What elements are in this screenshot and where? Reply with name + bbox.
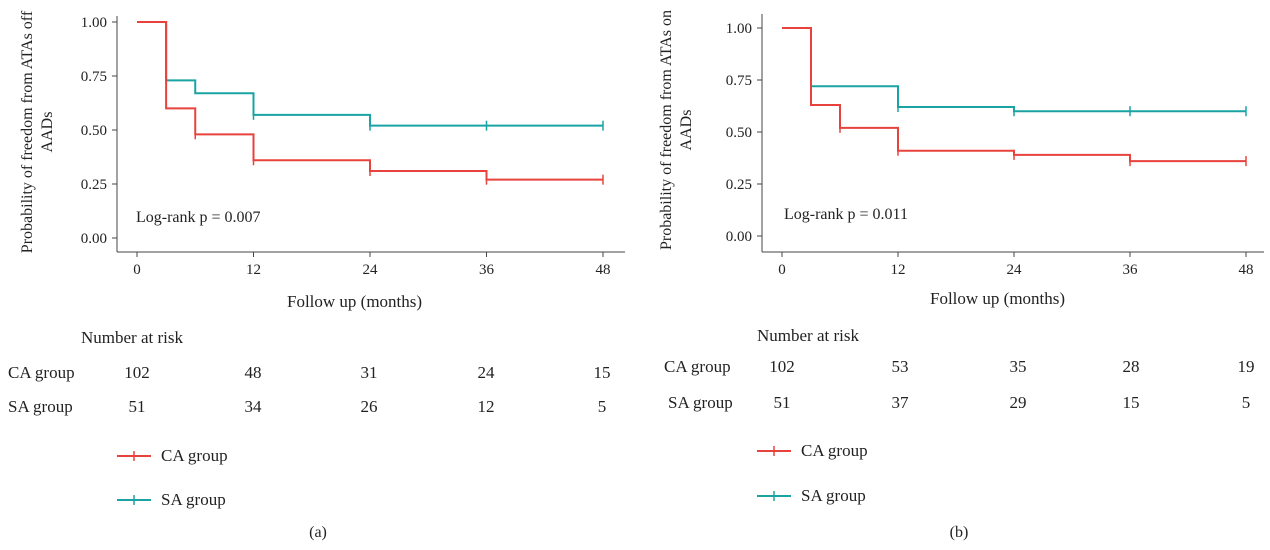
- legend-ca-marker: [757, 446, 791, 456]
- risk-sa-36: 12: [477, 397, 495, 416]
- km-curve-ca-group: [137, 21, 603, 181]
- x-tick-label: 0: [133, 262, 141, 278]
- x-tick-label: 0: [778, 262, 786, 278]
- axis-ticks: 0 12 24 36 48 0.00 0.25 0.50 0.75 1.00: [726, 21, 1254, 278]
- x-tick-label: 36: [1123, 262, 1139, 278]
- panel-label-a: (a): [309, 524, 327, 541]
- y-tick-label: 1.00: [726, 21, 752, 37]
- survival-curves: [782, 27, 1247, 167]
- legend-ca-label: CA group: [801, 441, 868, 460]
- x-tick-label: 12: [891, 262, 906, 278]
- survival-curves: [137, 21, 604, 185]
- risk-ca-48: 19: [1237, 357, 1255, 376]
- risk-sa-12: 37: [891, 393, 909, 412]
- y-tick-label: 0.00: [81, 231, 107, 247]
- legend-sa-label: SA group: [161, 490, 226, 509]
- y-tick-label: 0.25: [81, 177, 107, 193]
- legend-ca-label: CA group: [161, 446, 228, 465]
- risk-sa-48: 5: [597, 397, 607, 416]
- risk-ca-36: 28: [1122, 357, 1140, 376]
- x-axis-label: Follow up (months): [287, 292, 423, 311]
- km-panel-b: 0 12 24 36 48 0.00 0.25 0.50 0.75 1.00 Log-rank p…: [635, 0, 1270, 550]
- y-tick-label: 0.00: [726, 229, 752, 245]
- risk-sa-0: 51: [128, 397, 146, 416]
- y-tick-label: 0.75: [81, 69, 107, 85]
- km-curve-sa-group: [137, 21, 603, 127]
- y-tick-label: 0.50: [726, 125, 752, 141]
- risk-ca-24: 35: [1009, 357, 1027, 376]
- x-tick-label: 48: [596, 262, 611, 278]
- y-tick-label: 0.50: [81, 123, 107, 139]
- legend-ca-marker: [117, 451, 151, 461]
- x-axis-label: Follow up (months): [930, 289, 1066, 308]
- risk-table-title: Number at risk: [81, 328, 183, 347]
- risk-sa-24: 26: [360, 397, 378, 416]
- risk-row-sa-label: SA group: [8, 397, 73, 416]
- x-tick-label: 48: [1239, 262, 1254, 278]
- risk-ca-24: 31: [360, 363, 378, 382]
- y-tick-label: 1.00: [81, 15, 107, 31]
- risk-sa-12: 34: [244, 397, 262, 416]
- y-axis-label: Probability of freedom from ATAs on AADs: [658, 10, 695, 251]
- km-plot-b: 0 12 24 36 48 0.00 0.25 0.50 0.75 1.00 Log-rank p…: [726, 14, 1264, 501]
- legend-sa-marker: [117, 495, 151, 505]
- risk-row-ca-label: CA group: [8, 363, 75, 382]
- risk-sa-24: 29: [1009, 393, 1027, 412]
- km-curve-ca-group: [782, 27, 1246, 163]
- logrank-annotation: Log-rank p = 0.011: [784, 206, 908, 223]
- panel-label-b: (b): [949, 524, 969, 541]
- risk-row-ca-label: CA group: [664, 357, 731, 376]
- risk-ca-0: 102: [769, 357, 795, 376]
- risk-sa-0: 51: [773, 393, 791, 412]
- risk-sa-36: 15: [1122, 393, 1140, 412]
- risk-table-title: Number at risk: [757, 326, 859, 345]
- km-plot-a: 0 12 24 36 48 0.00 0.25 0.50 0.75 1.00 Log-rank p…: [81, 15, 625, 505]
- risk-ca-12: 48: [244, 363, 262, 382]
- km-panel-a: 0 12 24 36 48 0.00 0.25 0.50 0.75 1.00 Log-rank p…: [8, 10, 625, 541]
- km-curve-sa-group: [782, 27, 1246, 113]
- risk-row-sa-label: SA group: [668, 393, 733, 412]
- legend-sa-label: SA group: [801, 486, 866, 505]
- x-tick-label: 36: [479, 262, 495, 278]
- risk-ca-36: 24: [477, 363, 495, 382]
- y-axis-label: Probability of freedom from ATAs off AAD…: [19, 10, 56, 254]
- x-tick-label: 24: [363, 262, 379, 278]
- logrank-annotation: Log-rank p = 0.007: [136, 209, 261, 226]
- y-tick-label: 0.25: [726, 177, 752, 193]
- risk-ca-48: 15: [593, 363, 611, 382]
- x-tick-label: 12: [246, 262, 261, 278]
- legend-sa-marker: [757, 491, 791, 501]
- axis-ticks: 0 12 24 36 48 0.00 0.25 0.50 0.75 1.00: [81, 15, 611, 278]
- risk-ca-0: 102: [124, 363, 150, 382]
- y-tick-label: 0.75: [726, 73, 752, 89]
- risk-ca-12: 53: [891, 357, 909, 376]
- x-tick-label: 24: [1007, 262, 1023, 278]
- risk-sa-48: 5: [1241, 393, 1251, 412]
